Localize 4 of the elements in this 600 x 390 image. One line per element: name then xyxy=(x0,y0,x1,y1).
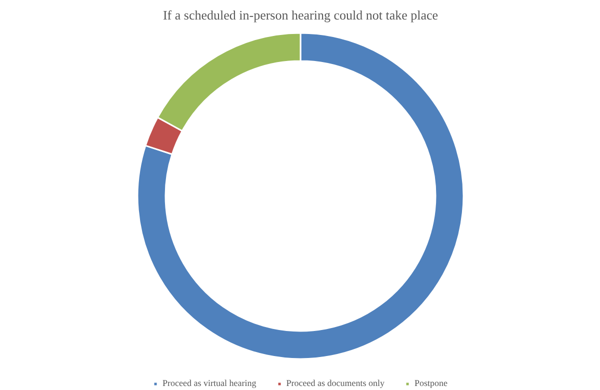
chart-title: If a scheduled in-person hearing could not take place xyxy=(162,8,438,22)
legend-label: Proceed as virtual hearing xyxy=(162,378,256,388)
legend-label: Postpone xyxy=(414,378,448,388)
legend-label: Proceed as documents only xyxy=(286,378,384,388)
